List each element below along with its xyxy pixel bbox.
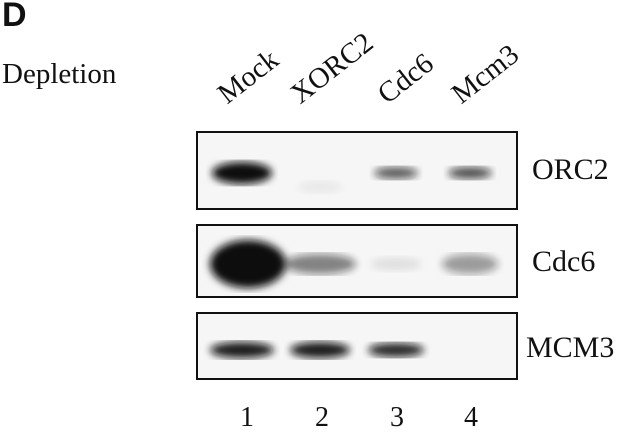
band-orc2-lane-1 bbox=[212, 162, 272, 184]
blot-orc2 bbox=[196, 131, 518, 210]
protein-label-mcm3: MCM3 bbox=[526, 331, 615, 364]
lane-number-2: 2 bbox=[315, 402, 329, 433]
lane-label-cdc6: Cdc6 bbox=[371, 47, 440, 111]
band-mcm3-lane-1 bbox=[210, 342, 274, 358]
band-mcm3-lane-3 bbox=[368, 343, 424, 357]
blot-mcm3-bands bbox=[210, 342, 424, 358]
lane-label-mock: Mock bbox=[211, 43, 285, 111]
depletion-label: Depletion bbox=[2, 58, 117, 90]
panel-letter: D bbox=[2, 0, 27, 34]
lane-label-xorc2: XORC2 bbox=[284, 26, 380, 111]
band-cdc6-lane-3 bbox=[370, 257, 422, 271]
protein-label-orc2: ORC2 bbox=[532, 153, 609, 186]
lane-label-mcm3: Mcm3 bbox=[445, 38, 526, 111]
protein-label-cdc6: Cdc6 bbox=[532, 245, 596, 278]
band-orc2-lane-2 bbox=[298, 181, 342, 193]
lane-number-3: 3 bbox=[390, 402, 404, 433]
band-cdc6-lane-4 bbox=[442, 254, 498, 274]
blot-cdc6-bands bbox=[210, 240, 498, 288]
blot-mcm3 bbox=[196, 312, 518, 380]
band-cdc6-lane-2 bbox=[284, 254, 356, 274]
band-cdc6-lane-1 bbox=[210, 240, 286, 288]
band-orc2-lane-3 bbox=[374, 167, 418, 179]
blot-cdc6 bbox=[196, 224, 518, 298]
band-orc2-lane-4 bbox=[448, 167, 492, 179]
lane-number-4: 4 bbox=[464, 402, 478, 433]
band-mcm3-lane-2 bbox=[290, 342, 350, 358]
blot-orc2-bands bbox=[212, 162, 492, 193]
lane-number-1: 1 bbox=[240, 402, 254, 433]
